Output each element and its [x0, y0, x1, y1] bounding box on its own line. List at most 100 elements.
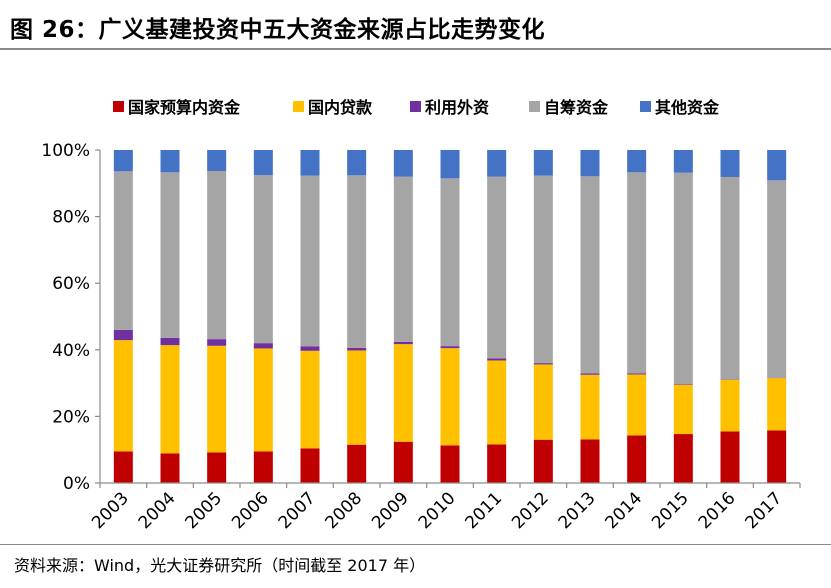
- x-tick-label: 2015: [648, 488, 693, 533]
- bar-segment-1: [207, 452, 227, 483]
- bar-segment-5: [160, 150, 180, 173]
- bar-group-2010: [440, 150, 460, 483]
- bar-segment-4: [393, 176, 413, 342]
- bar-segment-5: [533, 150, 553, 176]
- bar-segment-4: [207, 170, 227, 340]
- legend-item-4: 自筹资金: [529, 98, 609, 117]
- bar-segment-5: [300, 150, 320, 176]
- bar-segment-4: [300, 175, 320, 347]
- bar-group-2005: [207, 150, 227, 483]
- bar-segment-2: [347, 350, 367, 445]
- bar-group-2011: [487, 150, 507, 483]
- y-tick-label: 80%: [52, 208, 90, 228]
- bar-segment-4: [720, 176, 740, 380]
- bar-segment-1: [627, 435, 647, 483]
- bar-segment-4: [160, 172, 180, 338]
- stacked-bar-chart: 国家预算内资金 国内贷款 利用外资 自筹资金 其他资金 0% 20% 40% 60% 80% 10…: [41, 98, 801, 533]
- x-tick-label: 2005: [181, 488, 226, 533]
- bar-segment-2: [720, 379, 740, 432]
- bar-segment-2: [673, 384, 693, 435]
- bar-segment-4: [253, 174, 273, 344]
- bar-group-2009: [393, 150, 413, 483]
- bar-segment-1: [440, 445, 460, 483]
- bar-segment-1: [487, 444, 507, 483]
- bar-segment-3: [347, 347, 367, 351]
- bar-segment-2: [207, 345, 227, 453]
- y-tick-label: 0%: [63, 474, 90, 494]
- x-tick-label: 2014: [601, 488, 646, 533]
- y-tick-label: 20%: [52, 407, 90, 427]
- bar-segment-1: [160, 453, 180, 483]
- bar-segment-1: [533, 439, 553, 483]
- bar-segment-2: [767, 378, 787, 431]
- bar-group-2015: [673, 150, 693, 483]
- top-divider: [0, 48, 831, 50]
- x-tick-label: 2017: [741, 488, 786, 533]
- bar-segment-3: [160, 337, 180, 346]
- bar-group-2006: [253, 150, 273, 483]
- bar-segment-5: [207, 150, 227, 171]
- legend-label: 国家预算内资金: [128, 98, 241, 117]
- bar-segment-5: [487, 150, 507, 177]
- bar-segment-2: [533, 364, 553, 440]
- bar-segment-2: [487, 360, 507, 445]
- bar-segment-1: [253, 451, 273, 483]
- bar-segment-3: [113, 329, 133, 341]
- bar-segment-5: [720, 150, 740, 177]
- bar-segment-3: [207, 339, 227, 346]
- bar-segment-2: [627, 374, 647, 436]
- bar-segment-1: [300, 448, 320, 483]
- source-note: 资料来源：Wind，光大证券研究所（时间截至 2017 年）: [14, 556, 426, 575]
- legend-swatch: [293, 101, 304, 112]
- x-axis: 2003 2004 2005 2006 2007 2008 2009 2010 2011 2012…: [88, 482, 801, 533]
- legend-label: 其他资金: [655, 98, 720, 117]
- bar-segment-4: [113, 171, 133, 330]
- bar-segment-5: [440, 150, 460, 179]
- legend-item-1: 国家预算内资金: [113, 98, 241, 117]
- x-tick-label: 2006: [228, 488, 273, 533]
- bar-segment-1: [113, 451, 133, 483]
- y-tick-label: 100%: [41, 141, 90, 161]
- bar-segment-4: [487, 176, 507, 359]
- bar-segment-5: [253, 150, 273, 175]
- y-axis: 0% 20% 40% 60% 80% 100%: [41, 141, 101, 494]
- bar-segment-3: [673, 384, 693, 385]
- bar-segment-5: [347, 150, 367, 176]
- bottom-divider: [0, 544, 831, 545]
- legend-swatch: [529, 101, 540, 112]
- bar-segment-4: [440, 178, 460, 347]
- bar-group-2008: [347, 150, 367, 483]
- bar-segment-1: [347, 444, 367, 483]
- bar-segment-5: [673, 150, 693, 173]
- bar-segment-3: [580, 373, 600, 375]
- bar-segment-2: [113, 340, 133, 452]
- bar-group-2013: [580, 150, 600, 483]
- bar-group-2016: [720, 150, 740, 483]
- legend-swatch: [640, 101, 651, 112]
- bar-segment-3: [440, 346, 460, 349]
- y-tick-label: 40%: [52, 341, 90, 361]
- bar-segment-1: [673, 434, 693, 483]
- legend-item-5: 其他资金: [640, 98, 720, 117]
- legend-swatch: [410, 101, 421, 112]
- y-tick-label: 60%: [52, 274, 90, 294]
- bar-segment-2: [160, 345, 180, 454]
- bar-segment-5: [393, 150, 413, 177]
- bar-segment-1: [393, 441, 413, 483]
- bar-segment-3: [627, 373, 647, 375]
- bar-segment-4: [347, 175, 367, 348]
- bar-segment-5: [113, 150, 133, 172]
- bar-group-2014: [627, 150, 647, 483]
- bars: [113, 150, 787, 483]
- bar-segment-4: [673, 172, 693, 385]
- bar-segment-1: [580, 439, 600, 483]
- legend-swatch: [113, 101, 124, 112]
- legend-label: 利用外资: [425, 98, 489, 117]
- x-tick-label: 2012: [508, 488, 553, 533]
- bar-segment-2: [300, 350, 320, 449]
- x-tick-label: 2010: [415, 488, 460, 533]
- x-tick-label: 2004: [135, 488, 180, 533]
- legend-item-3: 利用外资: [410, 98, 489, 117]
- bar-segment-4: [767, 180, 787, 378]
- bar-segment-2: [440, 348, 460, 446]
